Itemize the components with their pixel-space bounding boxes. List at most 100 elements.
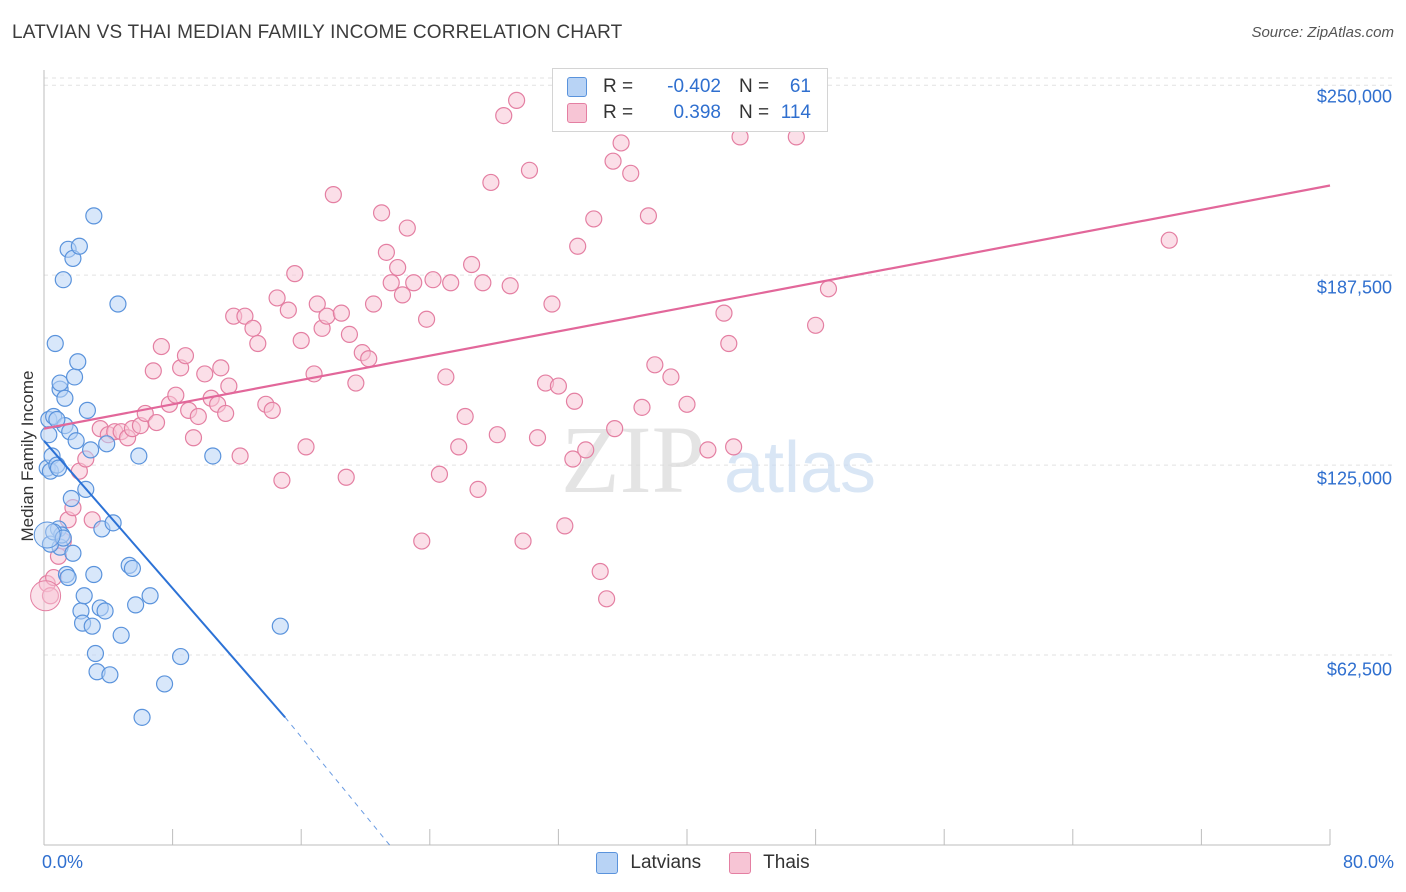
- y-tick-label: $187,500: [1316, 277, 1392, 298]
- thais-r-value: 0.398: [673, 102, 721, 123]
- latvian-data-point: [54, 271, 72, 289]
- n-label: N =: [739, 76, 770, 97]
- thai-data-point: [398, 219, 416, 237]
- thai-data-point: [413, 532, 431, 550]
- correlation-legend: R = -0.402 N = 61 R = 0.398 N = 114: [552, 68, 828, 132]
- latvian-data-point: [141, 587, 159, 605]
- thai-data-point: [273, 471, 291, 489]
- latvian-data-point: [155, 675, 174, 693]
- thai-data-point: [147, 413, 166, 432]
- thai-data-point: [297, 438, 315, 456]
- watermark: ZIP atlas: [561, 406, 876, 513]
- latvian-data-point: [172, 647, 190, 666]
- thai-data-point: [286, 265, 304, 283]
- thai-data-point: [622, 164, 640, 182]
- watermark-atlas: atlas: [724, 428, 876, 508]
- thai-data-point: [591, 562, 609, 581]
- thai-data-point: [564, 450, 582, 468]
- thai-data-point: [279, 301, 297, 319]
- trendlines: [43, 184, 1331, 846]
- thai-data-point: [442, 274, 460, 292]
- n-label: N =: [739, 102, 770, 123]
- thai-data-point: [372, 204, 391, 222]
- source-label: Source: ZipAtlas.com: [1251, 24, 1394, 41]
- latvians-legend-swatch: [596, 852, 619, 874]
- thai-data-point: [236, 307, 254, 325]
- thai-data-point: [332, 304, 350, 322]
- thai-data-point: [720, 334, 738, 353]
- latvians-n-value: 61: [789, 76, 811, 97]
- latvian-data-point: [67, 432, 85, 450]
- thai-data-point: [598, 590, 616, 608]
- latvian-data-point: [83, 617, 101, 635]
- thai-data-point: [646, 356, 664, 374]
- thai-data-point: [528, 429, 547, 447]
- thai-data-point: [482, 173, 500, 192]
- thais-swatch: [567, 103, 587, 123]
- legend-item-latvians[interactable]: Latvians: [596, 852, 701, 874]
- latvian-data-point: [96, 602, 114, 620]
- latvian-data-point: [51, 374, 69, 392]
- latvians-trendline: [43, 440, 286, 719]
- thai-data-point: [389, 258, 407, 277]
- thai-data-point: [196, 365, 214, 383]
- thai-data-point: [292, 331, 310, 350]
- latvian-data-point: [40, 426, 58, 444]
- gridlines: [44, 77, 1395, 656]
- thai-data-point: [725, 438, 743, 456]
- y-tick-label: $250,000: [1316, 86, 1392, 107]
- thai-data-point: [360, 350, 378, 368]
- watermark-zip: ZIP: [561, 406, 705, 513]
- thai-data-point: [189, 407, 207, 426]
- latvian-data-point: [33, 521, 61, 549]
- thai-data-point: [469, 480, 487, 499]
- thais-legend-swatch: [729, 852, 752, 874]
- thai-data-point: [1160, 231, 1178, 249]
- thai-data-point: [337, 468, 355, 486]
- thai-data-point: [340, 325, 359, 344]
- thais-n-value: 114: [780, 102, 811, 123]
- thai-data-point: [184, 429, 203, 447]
- y-tick-label: $62,500: [1326, 659, 1392, 680]
- thai-data-point: [405, 274, 423, 292]
- thai-data-point: [556, 517, 574, 535]
- r-label: R =: [603, 102, 634, 123]
- latvian-data-point: [133, 708, 151, 726]
- thai-data-point: [382, 274, 400, 292]
- thai-data-point: [167, 386, 185, 404]
- latvian-data-point: [56, 389, 74, 407]
- latvian-data-point: [123, 559, 142, 578]
- thai-data-point: [699, 441, 717, 459]
- r-label: R =: [603, 76, 634, 97]
- thai-data-point: [806, 316, 825, 334]
- thai-data-point: [604, 152, 622, 170]
- x-tick-label-max: 80.0%: [1342, 852, 1394, 872]
- thai-data-point: [318, 307, 336, 325]
- thai-data-point: [462, 255, 481, 274]
- latvian-data-point: [127, 596, 145, 614]
- y-tick-label: $125,000: [1316, 468, 1392, 489]
- thai-data-point: [639, 207, 658, 225]
- latvian-data-point: [62, 489, 80, 508]
- legend-row-thais: R = 0.398 N = 114: [567, 100, 811, 126]
- latvian-data-point: [104, 514, 122, 532]
- thai-data-point: [543, 295, 561, 313]
- thai-data-point: [30, 580, 62, 612]
- thai-data-point: [437, 368, 455, 386]
- latvian-data-point: [204, 447, 222, 465]
- thai-data-point: [662, 368, 680, 386]
- latvians-trendline-extension: [284, 717, 390, 846]
- thais-trendline: [43, 184, 1331, 430]
- thai-data-point: [268, 289, 286, 307]
- latvian-data-point: [82, 441, 100, 459]
- latvians-swatch: [567, 77, 587, 97]
- thai-data-point: [585, 210, 603, 228]
- legend-item-thais[interactable]: Thais: [729, 852, 810, 874]
- thai-data-point: [324, 186, 342, 204]
- thai-data-point: [508, 91, 526, 109]
- latvian-data-point: [49, 459, 68, 477]
- latvian-data-point: [64, 544, 82, 562]
- thai-data-point: [176, 347, 195, 365]
- thai-data-point: [488, 426, 506, 444]
